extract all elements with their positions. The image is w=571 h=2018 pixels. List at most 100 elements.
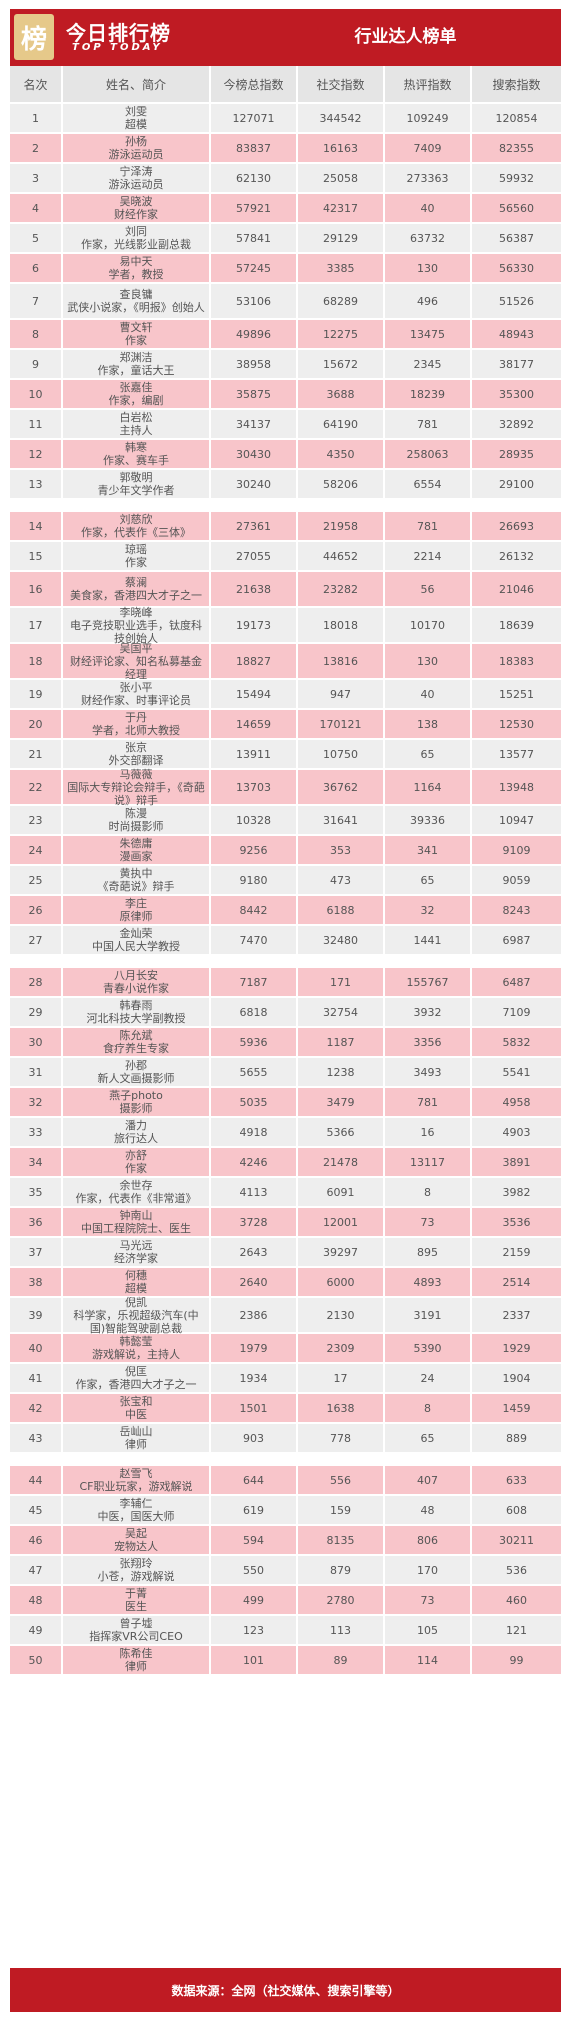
- social-index-cell: 42317: [298, 194, 385, 222]
- person-name: 吴晓波: [119, 195, 153, 208]
- person-description: 作家，光线影业副总裁: [81, 238, 191, 251]
- total-index-cell: 5035: [211, 1088, 298, 1116]
- total-index-cell: 903: [211, 1424, 298, 1452]
- total-index-cell: 83837: [211, 134, 298, 162]
- search-index-cell: 15251: [499, 687, 534, 701]
- name-cell: 琼瑶 作家: [63, 542, 211, 570]
- table-row: 17 李晓峰 电子竞技职业选手，钛度科技创始人 19173 18018 10170 1863…: [10, 606, 561, 645]
- person-name: 陈漫: [125, 807, 147, 820]
- person-description: 游泳运动员: [108, 178, 164, 191]
- search-index-cell: 3982: [502, 1185, 531, 1199]
- search-index-cell: 3536: [502, 1215, 531, 1229]
- table-row: 30 陈允斌 食疗养生专家 5936 1187 3356 5832: [10, 1026, 561, 1056]
- rank-cell: 7: [10, 284, 63, 318]
- person-description: 电子竞技职业选手，钛度科技创始人: [70, 618, 202, 645]
- rank-cell: 10: [10, 380, 63, 408]
- social-index-cell: 29129: [298, 224, 385, 252]
- social-index-cell: 1638: [298, 1394, 385, 1422]
- total-index-cell: 594: [211, 1526, 298, 1554]
- table-row: 28 八月长安 青春小说作家 7187 171 155767 6487: [10, 966, 561, 996]
- table-row: 12 韩寒 作家、赛车手 30430 4350 258063 28935: [10, 438, 561, 468]
- table-row: 38 何穗 超模 2640 6000 4893 2514: [10, 1266, 561, 1296]
- rank-cell: 5: [10, 224, 63, 252]
- hot-index-cell: 258063: [385, 440, 472, 468]
- total-index-cell: 7187: [211, 968, 298, 996]
- brand-tagline: TOP TODAY: [72, 42, 163, 53]
- rank-cell: 44: [10, 1466, 63, 1494]
- table-row: 18 吴国平 财经评论家、知名私募基金经理 18827 13816 130 18383: [10, 642, 561, 681]
- table-row: 11 白岩松 主持人 34137 64190 781 32892: [10, 408, 561, 438]
- total-index-cell: 14659: [211, 710, 298, 738]
- hot-index-cell: 32: [385, 896, 472, 924]
- total-index-cell: 10328: [211, 806, 298, 834]
- search-index-cell: 26693: [499, 519, 534, 533]
- name-cell: 马薇薇 国际大专辩论会辩手，《奇葩说》辩手: [63, 768, 211, 807]
- search-index-cell: 121: [506, 1623, 527, 1637]
- table-row: 47 张翔玲 小苍，游戏解说 550 879 170 536: [10, 1554, 561, 1584]
- rank-cell: 35: [10, 1178, 63, 1206]
- total-index-cell: 499: [211, 1586, 298, 1614]
- social-index-cell: 31641: [298, 806, 385, 834]
- person-description: 财经作家: [114, 208, 158, 221]
- name-cell: 韩懿莹 游戏解说，主持人: [63, 1334, 211, 1362]
- hot-index-cell: 1441: [385, 926, 472, 954]
- total-index-cell: 9180: [211, 866, 298, 894]
- search-index-cell: 2514: [502, 1275, 531, 1289]
- name-cell: 吴晓波 财经作家: [63, 194, 211, 222]
- table-row: 41 倪匡 作家，香港四大才子之一 1934 17 24 1904: [10, 1362, 561, 1392]
- person-name: 倪匡: [125, 1365, 147, 1378]
- ranking-table: 名次 姓名、简介 今榜总指数 社交指数 热评指数 搜索指数 1 刘雯 超模 12707…: [10, 66, 561, 1674]
- search-index-cell: 56387: [499, 231, 534, 245]
- hot-index-cell: 18239: [385, 380, 472, 408]
- rank-cell: 31: [10, 1058, 63, 1086]
- table-row: 24 朱德庸 漫画家 9256 353 341 9109: [10, 834, 561, 864]
- hot-index-cell: 39336: [385, 806, 472, 834]
- rank-cell: 41: [10, 1364, 63, 1392]
- social-index-cell: 64190: [298, 410, 385, 438]
- hot-index-cell: 40: [385, 680, 472, 708]
- person-name: 陈希佳: [119, 1647, 153, 1660]
- search-index-cell: 38177: [499, 357, 534, 371]
- person-name: 金灿荣: [119, 927, 153, 940]
- name-cell: 朱德庸 漫画家: [63, 836, 211, 864]
- hot-index-cell: 781: [385, 1088, 472, 1116]
- person-description: 学者，北师大教授: [92, 724, 180, 737]
- person-description: 中医: [125, 1408, 147, 1421]
- name-cell: 孙郡 新人文画摄影师: [63, 1058, 211, 1086]
- hot-index-cell: 73: [385, 1208, 472, 1236]
- person-description: 作家，编剧: [108, 394, 164, 407]
- total-index-cell: 550: [211, 1556, 298, 1584]
- rank-cell: 11: [10, 410, 63, 438]
- person-name: 李辅仁: [119, 1497, 153, 1510]
- person-name: 八月长安: [114, 969, 158, 982]
- person-name: 黄执中: [119, 867, 153, 880]
- rank-cell: 14: [10, 512, 63, 540]
- table-row: 43 岳屾山 律师 903 778 65 889: [10, 1422, 561, 1452]
- hot-index-cell: 13117: [385, 1148, 472, 1176]
- social-index-cell: 1238: [298, 1058, 385, 1086]
- table-row: 8 曹文轩 作家 49896 12275 13475 48943: [10, 318, 561, 348]
- person-name: 张京: [125, 741, 147, 754]
- person-description: 河北科技大学副教授: [86, 1012, 186, 1025]
- search-index-cell: 10947: [499, 813, 534, 827]
- table-row: 20 于丹 学者，北师大教授 14659 170121 138 12530: [10, 708, 561, 738]
- table-row: 49 曾子墟 指挥家VR公司CEO 123 113 105 121: [10, 1614, 561, 1644]
- person-description: 游泳运动员: [108, 148, 164, 161]
- hot-index-cell: 496: [385, 284, 472, 318]
- hot-index-cell: 1164: [385, 770, 472, 804]
- search-index-cell: 5541: [502, 1065, 531, 1079]
- table-row: 3 宁泽涛 游泳运动员 62130 25058 273363 59932: [10, 162, 561, 192]
- table-row: 25 黄执中 《奇葩说》辩手 9180 473 65 9059: [10, 864, 561, 894]
- rank-cell: 13: [10, 470, 63, 498]
- total-index-cell: 1501: [211, 1394, 298, 1422]
- search-index-cell: 28935: [499, 447, 534, 461]
- person-name: 查良镛: [119, 288, 153, 301]
- social-index-cell: 6000: [298, 1268, 385, 1296]
- name-cell: 李晓峰 电子竞技职业选手，钛度科技创始人: [63, 606, 211, 645]
- table-row: 1 刘雯 超模 127071 344542 109249 120854: [10, 102, 561, 132]
- search-index-cell: 48943: [499, 327, 534, 341]
- person-description: 中国工程院院士、医生: [81, 1222, 191, 1235]
- person-description: 摄影师: [119, 1102, 153, 1115]
- social-index-cell: 3479: [298, 1088, 385, 1116]
- search-index-cell: 51526: [499, 294, 534, 308]
